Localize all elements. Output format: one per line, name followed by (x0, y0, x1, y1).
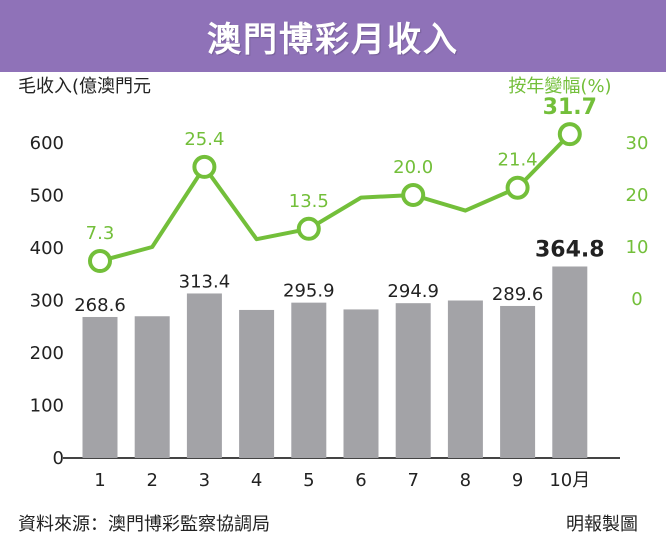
x-axis-tick-label: 4 (251, 470, 262, 491)
left-axis-tick-label: 500 (30, 186, 64, 207)
yoy-change-label: 7.3 (86, 223, 115, 244)
yoy-change-point (88, 249, 112, 274)
x-axis-tick-label: 1 (94, 470, 105, 491)
bar-value-label: 268.6 (74, 295, 126, 316)
left-axis-tick-label: 300 (30, 291, 64, 312)
left-axis-tick-label: 100 (30, 396, 64, 417)
left-axis-tick-label: 600 (30, 133, 64, 154)
bar-value-label: 294.9 (387, 281, 439, 302)
source-note: 資料來源：澳門博彩監察協調局 (18, 514, 270, 535)
bar-value-label: 364.8 (535, 237, 605, 262)
bar-revenue (552, 266, 588, 458)
bar-revenue (500, 305, 536, 458)
right-axis-title: 按年變幅(%) (508, 76, 611, 97)
left-axis-tick-label: 0 (53, 448, 64, 469)
bar-revenue (447, 300, 483, 458)
bar-revenue (239, 309, 275, 458)
left-axis-tick-label: 200 (30, 343, 64, 364)
left-axis-tick-label: 400 (30, 238, 64, 259)
bar-value-label: 313.4 (179, 271, 231, 292)
x-axis-tick-label: 5 (303, 470, 314, 491)
yoy-change-label: 31.7 (543, 95, 597, 120)
yoy-change-point (192, 154, 217, 179)
right-axis-tick-label: 10 (626, 237, 649, 258)
bar-revenue (82, 316, 118, 458)
x-axis-tick-label: 8 (460, 470, 471, 491)
yoy-change-label: 25.4 (184, 129, 224, 150)
x-axis-tick-label: 3 (199, 470, 210, 491)
right-axis-tick-label: 20 (626, 185, 649, 206)
x-axis-tick-label: 10月 (549, 470, 590, 491)
chart-title-bar: 澳門博彩月收入 (0, 0, 666, 72)
yoy-change-point (505, 175, 530, 200)
bar-value-label: 295.9 (283, 281, 335, 302)
bar-revenue (291, 302, 327, 458)
right-axis-tick-label: 0 (631, 289, 642, 310)
bar-revenue (395, 303, 431, 458)
bar-value-label: 289.6 (492, 284, 544, 305)
right-axis-tick-label: 30 (626, 133, 649, 154)
chart-title: 澳門博彩月收入 (207, 19, 459, 60)
yoy-change-point (296, 216, 321, 241)
yoy-change-line (98, 132, 572, 264)
bar-revenue (134, 316, 170, 458)
x-axis-tick-label: 6 (355, 470, 366, 491)
x-axis-tick-label: 7 (407, 470, 418, 491)
bar-revenue (343, 309, 379, 458)
left-axis-title: 毛收入(億澳門元 (18, 76, 151, 97)
yoy-change-label: 13.5 (289, 191, 329, 212)
x-axis-tick-label: 9 (512, 470, 523, 491)
x-axis-tick-label: 2 (146, 470, 157, 491)
yoy-change-label: 21.4 (498, 150, 538, 171)
bar-revenue (186, 293, 222, 458)
yoy-change-label: 20.0 (393, 157, 433, 178)
publisher-note: 明報製圖 (566, 514, 638, 535)
yoy-change-point (557, 122, 582, 147)
yoy-change-point (401, 183, 426, 207)
